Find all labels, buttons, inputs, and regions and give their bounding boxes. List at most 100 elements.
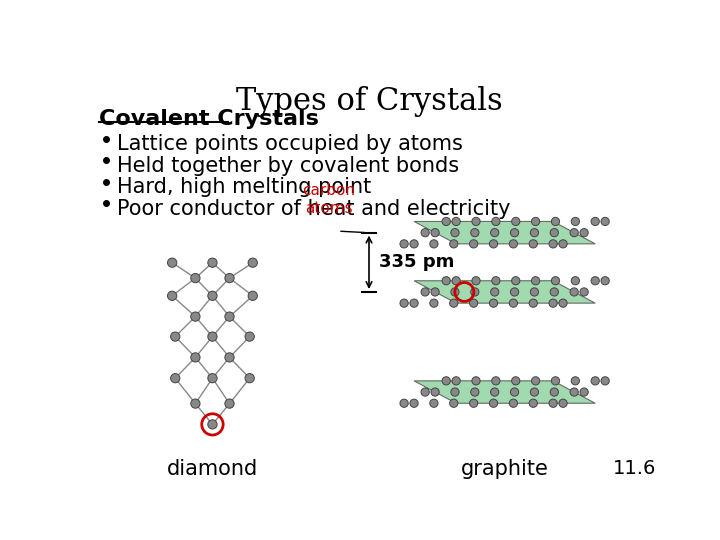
Circle shape — [591, 377, 599, 385]
Circle shape — [400, 240, 408, 248]
Circle shape — [552, 217, 559, 226]
Circle shape — [549, 399, 557, 407]
Text: Held together by covalent bonds: Held together by covalent bonds — [117, 156, 459, 176]
Circle shape — [559, 299, 567, 307]
Circle shape — [225, 353, 234, 362]
Circle shape — [191, 399, 200, 408]
Circle shape — [531, 377, 540, 385]
Circle shape — [580, 228, 588, 237]
Circle shape — [512, 276, 520, 285]
Circle shape — [430, 399, 438, 407]
Circle shape — [449, 299, 458, 307]
Circle shape — [591, 276, 599, 285]
Circle shape — [571, 217, 580, 226]
Circle shape — [510, 388, 518, 396]
Circle shape — [492, 217, 500, 226]
Circle shape — [410, 299, 418, 307]
Circle shape — [570, 288, 578, 296]
Circle shape — [452, 217, 460, 226]
Circle shape — [208, 374, 217, 383]
Circle shape — [431, 288, 439, 296]
Circle shape — [245, 374, 254, 383]
Circle shape — [400, 399, 408, 407]
Circle shape — [442, 217, 450, 226]
Circle shape — [442, 377, 450, 385]
Text: Lattice points occupied by atoms: Lattice points occupied by atoms — [117, 134, 463, 154]
Circle shape — [570, 388, 578, 396]
Circle shape — [248, 258, 258, 267]
Circle shape — [550, 288, 559, 296]
Circle shape — [492, 276, 500, 285]
Circle shape — [449, 240, 458, 248]
Circle shape — [191, 353, 200, 362]
Circle shape — [552, 276, 559, 285]
Circle shape — [601, 217, 609, 226]
Circle shape — [601, 276, 609, 285]
Circle shape — [410, 240, 418, 248]
Circle shape — [492, 377, 500, 385]
Circle shape — [430, 240, 438, 248]
Text: 11.6: 11.6 — [613, 459, 657, 478]
Circle shape — [571, 377, 580, 385]
Circle shape — [529, 399, 537, 407]
Circle shape — [430, 299, 438, 307]
Circle shape — [531, 388, 539, 396]
Circle shape — [510, 288, 518, 296]
Circle shape — [601, 377, 609, 385]
Polygon shape — [414, 381, 595, 403]
Circle shape — [531, 228, 539, 237]
Polygon shape — [414, 221, 595, 244]
Circle shape — [550, 228, 559, 237]
Circle shape — [410, 399, 418, 407]
Circle shape — [509, 240, 518, 248]
Circle shape — [451, 288, 459, 296]
Circle shape — [512, 217, 520, 226]
Circle shape — [529, 299, 537, 307]
Circle shape — [529, 240, 537, 248]
Circle shape — [490, 388, 499, 396]
Polygon shape — [414, 281, 595, 303]
Circle shape — [490, 240, 498, 248]
Circle shape — [552, 377, 559, 385]
Circle shape — [469, 399, 478, 407]
Circle shape — [451, 388, 459, 396]
Circle shape — [449, 399, 458, 407]
Circle shape — [168, 291, 177, 300]
Circle shape — [471, 388, 479, 396]
Circle shape — [421, 288, 429, 296]
Text: carbon
atoms: carbon atoms — [302, 183, 355, 215]
Circle shape — [472, 217, 480, 226]
Circle shape — [591, 217, 599, 226]
Circle shape — [451, 228, 459, 237]
Circle shape — [490, 288, 499, 296]
Circle shape — [472, 276, 480, 285]
Circle shape — [509, 299, 518, 307]
Circle shape — [225, 312, 234, 321]
Circle shape — [559, 240, 567, 248]
Text: Hard, high melting point: Hard, high melting point — [117, 177, 372, 197]
Circle shape — [490, 228, 499, 237]
Circle shape — [208, 332, 217, 341]
Circle shape — [559, 399, 567, 407]
Circle shape — [531, 288, 539, 296]
Circle shape — [580, 388, 588, 396]
Circle shape — [245, 332, 254, 341]
Circle shape — [208, 258, 217, 267]
Text: diamond: diamond — [167, 459, 258, 479]
Circle shape — [171, 332, 180, 341]
Circle shape — [225, 399, 234, 408]
Circle shape — [208, 291, 217, 300]
Text: Poor conductor of heat and electricity: Poor conductor of heat and electricity — [117, 199, 510, 219]
Circle shape — [469, 240, 478, 248]
Circle shape — [570, 228, 578, 237]
Circle shape — [580, 288, 588, 296]
Circle shape — [191, 312, 200, 321]
Circle shape — [510, 228, 518, 237]
Circle shape — [469, 299, 478, 307]
Circle shape — [471, 228, 479, 237]
Circle shape — [512, 377, 520, 385]
Circle shape — [490, 399, 498, 407]
Circle shape — [452, 276, 460, 285]
Circle shape — [431, 388, 439, 396]
Circle shape — [421, 388, 429, 396]
